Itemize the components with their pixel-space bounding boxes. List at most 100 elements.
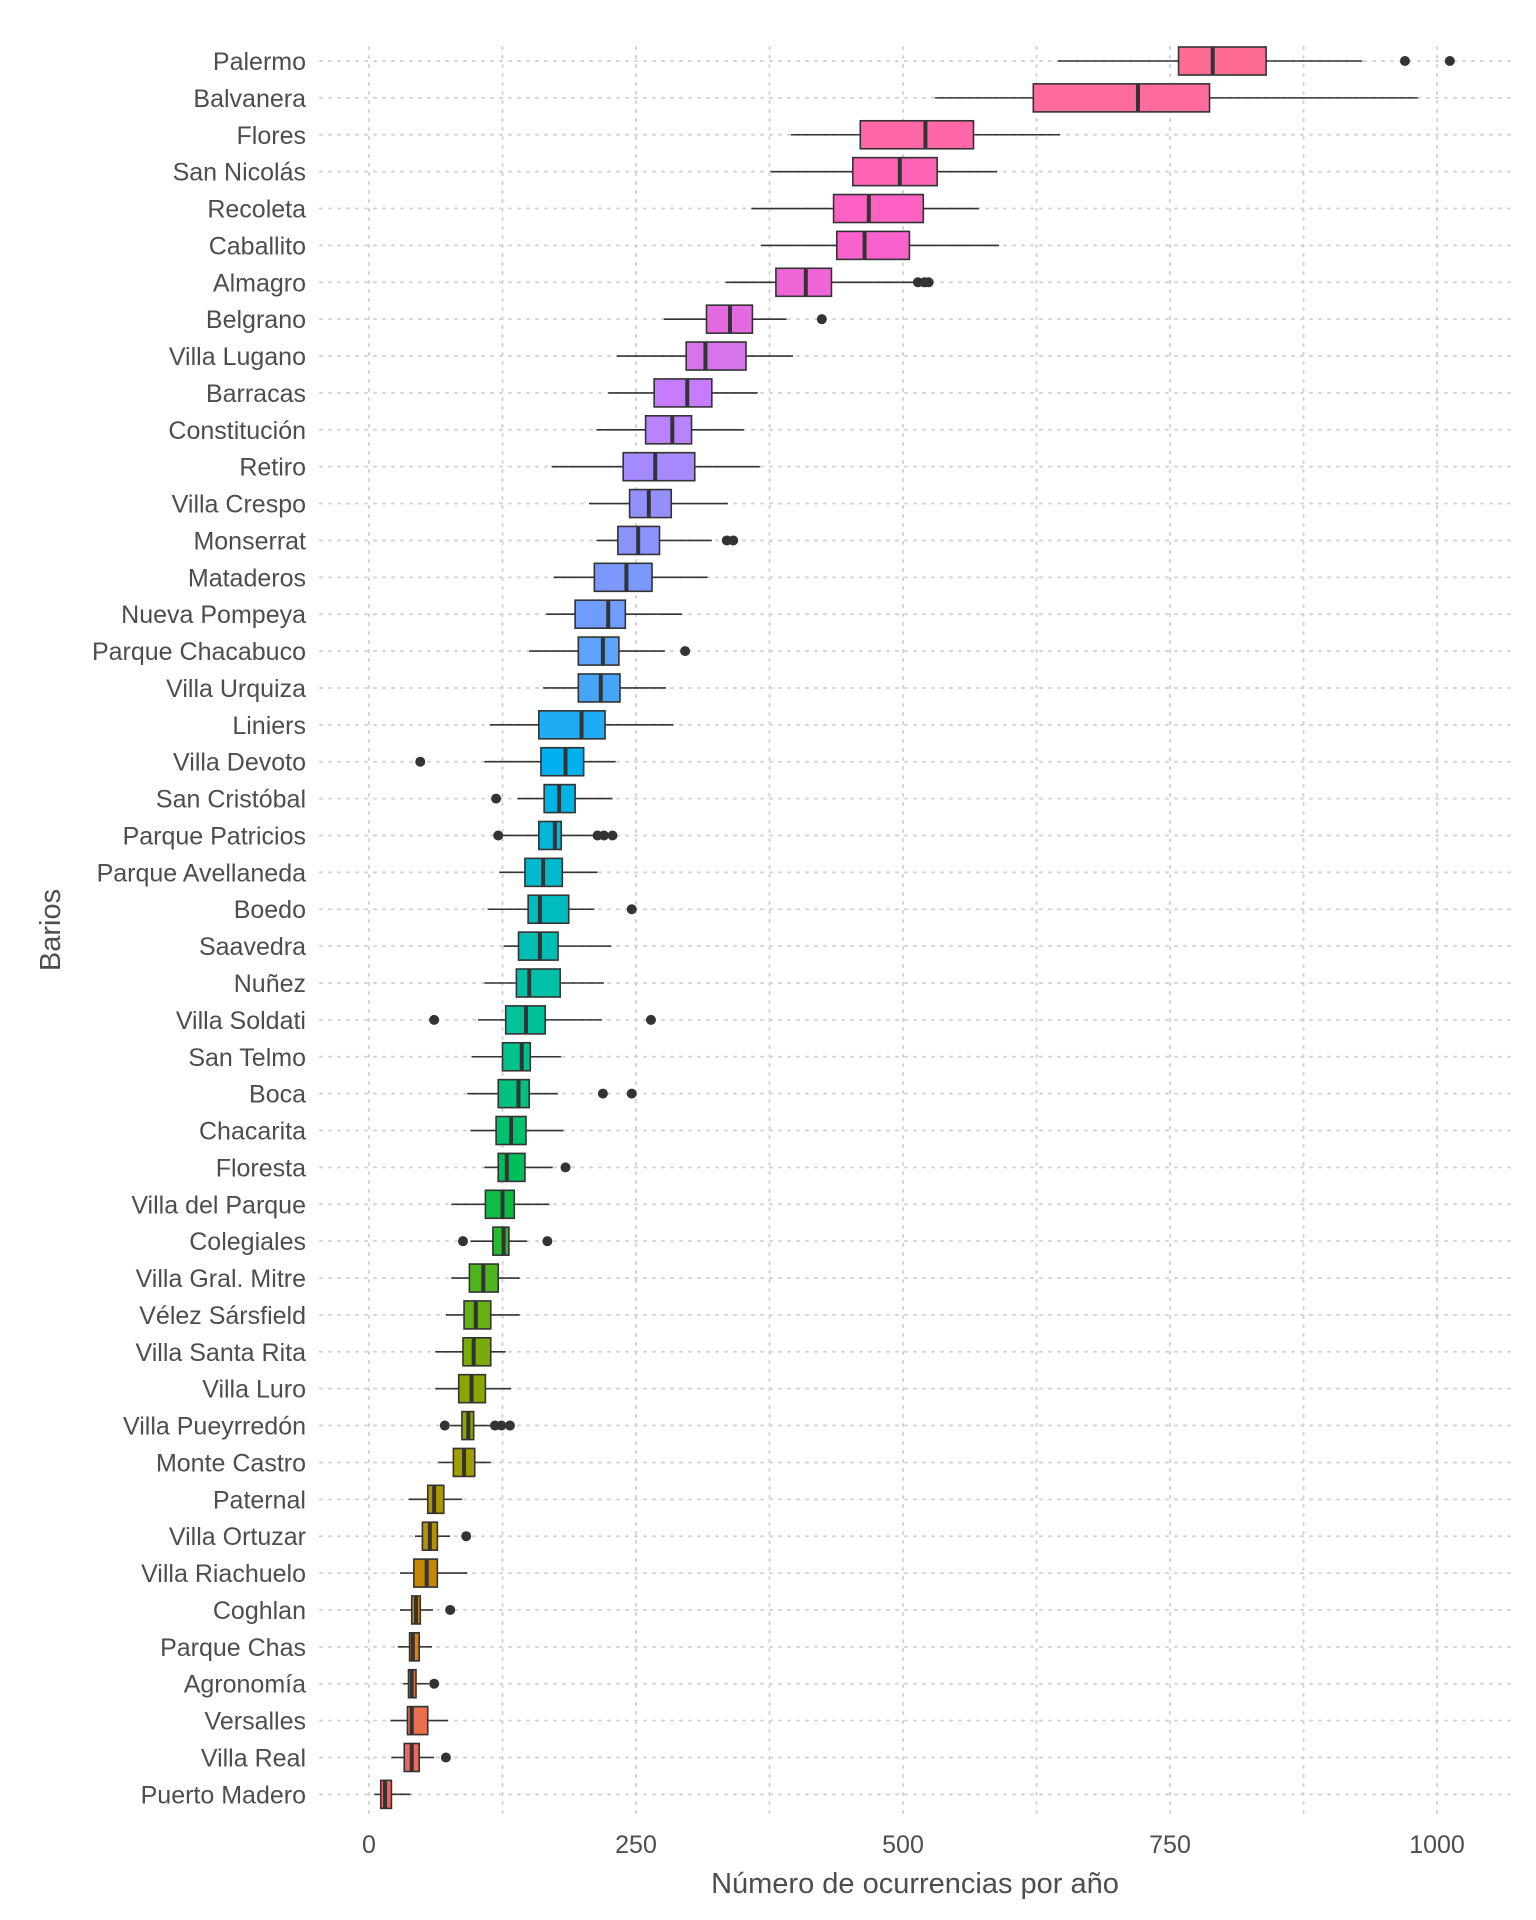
outlier-point: [816, 314, 827, 325]
box-nueva-pompeya: [546, 599, 682, 630]
box-iqr: [462, 1337, 492, 1367]
box-mataderos: [553, 562, 708, 593]
box-floresta: [484, 1152, 571, 1183]
box-villa-real: [391, 1742, 451, 1773]
y-tick-label: Colegiales: [189, 1228, 306, 1256]
box-villa-pueyrred-n: [439, 1410, 515, 1441]
box-iqr: [540, 746, 585, 777]
box-iqr: [832, 193, 925, 224]
box-monserrat: [596, 525, 739, 556]
y-tick-label: Monte Castro: [156, 1449, 306, 1477]
outlier-point: [923, 277, 934, 288]
y-tick-label: Agronomía: [184, 1671, 306, 1699]
outlier-point: [429, 1014, 440, 1025]
box-iqr: [497, 1152, 526, 1183]
y-tick-label: Belgrano: [206, 306, 306, 334]
box-iqr: [685, 341, 747, 371]
x-tick-label: 0: [362, 1831, 376, 1859]
y-tick-label: Recoleta: [207, 196, 306, 224]
y-tick-label: Constitución: [168, 417, 306, 445]
box-parque-chas: [397, 1632, 433, 1662]
y-tick-label: Floresta: [216, 1154, 306, 1182]
box-iqr: [497, 1078, 530, 1109]
box-iqr: [538, 710, 606, 740]
y-tick-label: Puerto Madero: [141, 1781, 306, 1809]
box-san-nicol-s: [770, 156, 997, 187]
outlier-point: [445, 1604, 456, 1615]
box-nu-ez: [484, 968, 604, 998]
box-v-lez-s-rsfield: [445, 1300, 520, 1330]
x-tick-label: 500: [882, 1831, 924, 1859]
y-tick-label: Villa del Parque: [131, 1191, 306, 1219]
box-villa-soldati: [429, 1005, 656, 1035]
y-tick-label: Paternal: [213, 1486, 306, 1514]
box-constituci-n: [596, 414, 744, 445]
box-parque-patricios: [493, 820, 618, 851]
box-iqr: [492, 1226, 510, 1256]
outlier-point: [645, 1014, 656, 1025]
y-tick-label: Villa Gral. Mitre: [136, 1265, 306, 1293]
box-iqr: [859, 119, 975, 150]
outlier-point: [560, 1162, 571, 1173]
y-tick-label: Villa Luro: [202, 1376, 306, 1404]
y-tick-label: Chacarita: [199, 1118, 306, 1146]
x-tick-labels: 0 250 500 750 1000: [362, 1831, 1465, 1859]
y-tick-label: Coghlan: [213, 1597, 306, 1625]
y-tick-label: San Nicolás: [173, 159, 306, 187]
box-flores: [790, 119, 1060, 150]
category-labels: Palermo Balvanera Flores San Nicolás Recolet…: [92, 48, 306, 1809]
box-villa-crespo: [589, 488, 728, 519]
y-tick-label: Retiro: [239, 454, 306, 482]
box-puerto-madero: [374, 1779, 411, 1810]
box-iqr: [501, 1041, 532, 1072]
y-tick-label: Balvanera: [193, 85, 306, 113]
x-axis-title: Número de ocurrencias por año: [711, 1868, 1119, 1900]
y-tick-label: Liniers: [232, 712, 306, 740]
y-axis-title: Barios: [35, 889, 67, 971]
y-tick-label: Parque Patricios: [123, 822, 306, 850]
outlier-point: [461, 1531, 472, 1542]
y-tick-label: Nueva Pompeya: [121, 601, 306, 629]
outlier-point: [680, 646, 691, 657]
box-iqr: [577, 636, 620, 666]
box-caballito: [760, 230, 1000, 261]
box-parque-avellaneda: [499, 857, 598, 888]
box-monte-castro: [438, 1447, 491, 1478]
box-iqr: [852, 156, 938, 187]
box-iqr: [515, 968, 561, 998]
y-tick-label: Saavedra: [199, 933, 306, 961]
y-tick-label: Mataderos: [188, 564, 306, 592]
y-tick-label: Nuñez: [234, 970, 306, 998]
y-tick-label: Versalles: [205, 1708, 306, 1736]
y-tick-label: Parque Chacabuco: [92, 638, 306, 666]
y-tick-label: Villa Ortuzar: [169, 1523, 306, 1551]
y-tick-label: Villa Santa Rita: [136, 1339, 307, 1367]
box-barracas: [608, 378, 758, 408]
box-balvanera: [935, 83, 1418, 113]
box-villa-urquiza: [543, 673, 666, 703]
outlier-point: [542, 1236, 553, 1247]
box-villa-del-parque: [451, 1189, 550, 1220]
box-boca: [467, 1078, 637, 1109]
box-iqr: [527, 894, 570, 925]
box-iqr: [538, 820, 563, 851]
box-coghlan: [399, 1595, 456, 1625]
outlier-point: [728, 535, 739, 546]
y-tick-label: Boca: [249, 1081, 306, 1109]
box-liniers: [489, 710, 674, 740]
box-iqr: [593, 562, 653, 593]
box-iqr: [622, 451, 696, 482]
outlier-point: [1444, 56, 1455, 66]
x-tick-label: 250: [615, 1831, 657, 1859]
box-iqr: [484, 1189, 516, 1220]
outlier-point: [496, 1420, 507, 1431]
y-tick-label: Monserrat: [193, 527, 306, 555]
outlier-point: [607, 830, 618, 841]
y-tick-label: Palermo: [213, 48, 306, 76]
gridlines: [319, 46, 1511, 1816]
outlier-point: [440, 1752, 451, 1763]
box-retiro: [551, 451, 760, 482]
box-iqr: [1177, 46, 1267, 76]
box-iqr: [775, 267, 833, 298]
